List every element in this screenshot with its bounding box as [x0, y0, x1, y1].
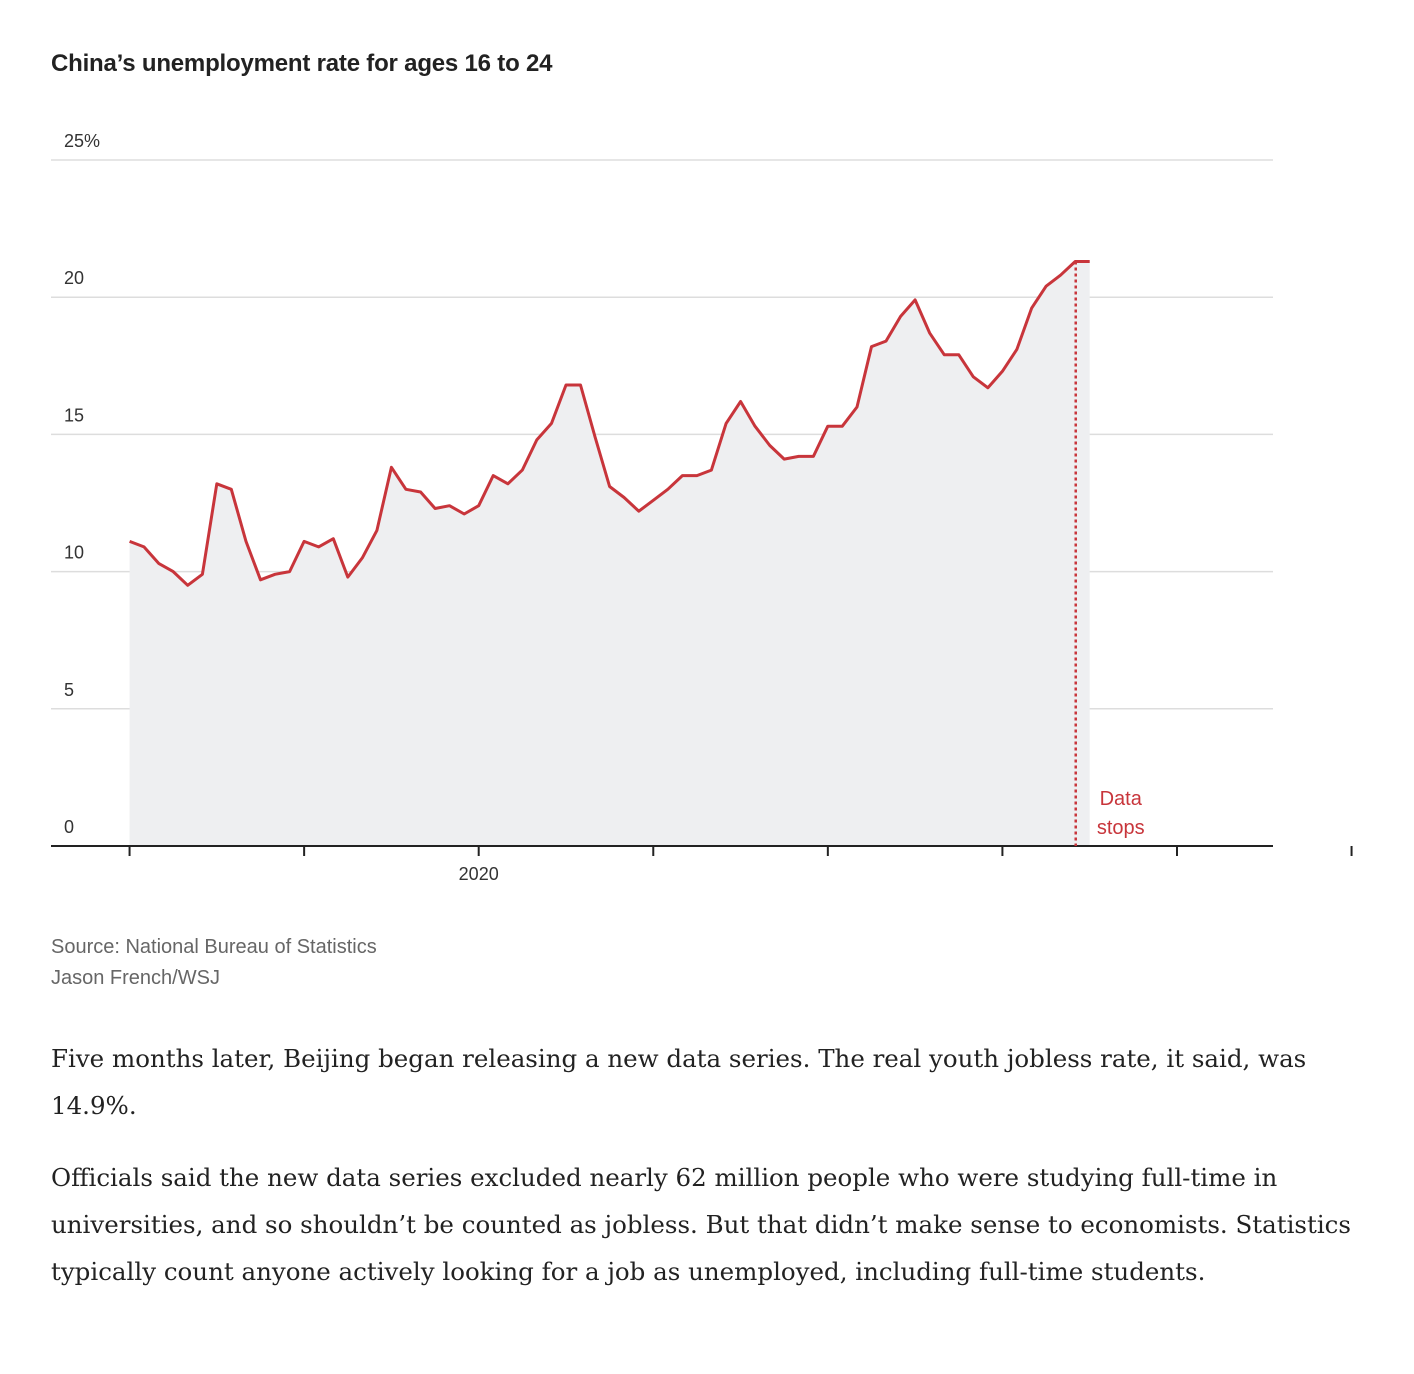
- series-area-fill: [129, 261, 1090, 846]
- y-tick-label-0: 0: [64, 817, 74, 837]
- y-tick-label-20: 20: [64, 268, 84, 288]
- y-tick-label-15: 15: [64, 405, 84, 425]
- data-stops-label: stops: [1097, 817, 1145, 839]
- source-line: Source: National Bureau of Statistics: [51, 936, 377, 958]
- y-tick-label-5: 5: [64, 680, 74, 700]
- source-credit: Source: National Bureau of Statistics Ja…: [51, 932, 377, 994]
- y-tick-label-10: 10: [64, 543, 84, 563]
- tick-labels: 0 5 10 15 20 25% 2020: [64, 131, 499, 884]
- data-stops-label: Data: [1100, 788, 1143, 810]
- article-paragraph-1: Five months later, Beijing began releasi…: [51, 1044, 1307, 1120]
- author-credit: Jason French/WSJ: [51, 967, 220, 989]
- chart-title: China’s unemployment rate for ages 16 to…: [51, 50, 553, 77]
- series-line: [129, 260, 1090, 587]
- x-axis: [51, 845, 1353, 856]
- x-tick-label-2020: 2020: [459, 864, 499, 884]
- unemployment-chart: 0 5 10 15 20 25% 2020 Data stops: [51, 131, 1353, 884]
- y-tick-label-25: 25%: [64, 131, 100, 151]
- area-layer: [129, 260, 1090, 846]
- annotation-layer: Data stops: [1074, 261, 1145, 846]
- article-paragraph-2: Officials said the new data series exclu…: [51, 1163, 1351, 1286]
